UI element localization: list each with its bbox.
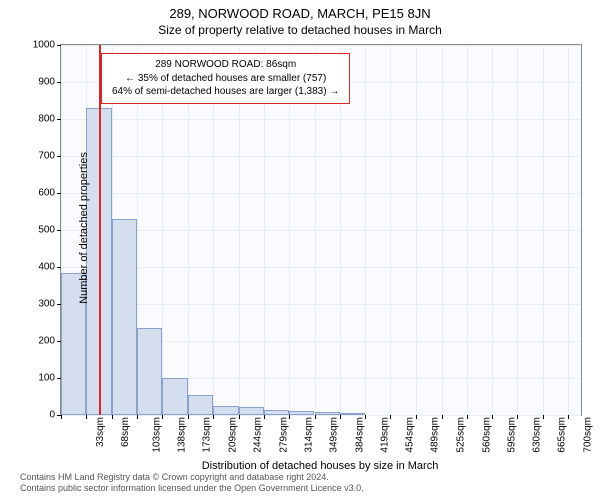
info-box-line: 289 NORWOOD ROAD: 86sqm: [112, 58, 339, 72]
gridline-v: [416, 45, 417, 415]
x-tick-label: 279sqm: [278, 417, 289, 453]
x-tick-label: 138sqm: [176, 417, 187, 453]
histogram-bar: [289, 411, 314, 415]
x-tick-mark: [543, 415, 544, 419]
x-tick-mark: [188, 415, 189, 419]
histogram-bar: [188, 395, 213, 415]
x-tick-mark: [492, 415, 493, 419]
histogram-bar: [340, 413, 365, 415]
x-tick-label: 630sqm: [532, 417, 543, 453]
x-tick-mark: [239, 415, 240, 419]
x-tick-mark: [61, 415, 62, 419]
x-axis-label: Distribution of detached houses by size …: [60, 460, 580, 472]
x-tick-label: 384sqm: [354, 417, 365, 453]
y-tick-label: 800: [38, 114, 55, 125]
info-box-line: 64% of semi-detached houses are larger (…: [112, 85, 339, 99]
x-tick-mark: [315, 415, 316, 419]
gridline-v: [467, 45, 468, 415]
y-tick-label: 300: [38, 299, 55, 310]
gridline-h: [61, 193, 581, 194]
x-tick-mark: [442, 415, 443, 419]
x-tick-label: 103sqm: [151, 417, 162, 453]
x-tick-label: 173sqm: [202, 417, 213, 453]
x-tick-label: 525sqm: [456, 417, 467, 453]
x-tick-label: 349sqm: [329, 417, 340, 453]
gridline-h: [61, 230, 581, 231]
y-tick-label: 600: [38, 188, 55, 199]
y-axis-label: Number of detached properties: [78, 152, 90, 304]
x-tick-label: 244sqm: [253, 417, 264, 453]
gridline-h: [61, 304, 581, 305]
histogram-bar: [137, 328, 162, 415]
x-tick-mark: [365, 415, 366, 419]
x-tick-mark: [568, 415, 569, 419]
x-tick-label: 700sqm: [582, 417, 593, 453]
gridline-h: [61, 156, 581, 157]
chart: 0100200300400500600700800900100033sqm68s…: [60, 44, 580, 414]
x-tick-mark: [416, 415, 417, 419]
plot-area: 0100200300400500600700800900100033sqm68s…: [60, 44, 582, 416]
x-tick-label: 560sqm: [481, 417, 492, 453]
footer-line-1: Contains HM Land Registry data © Crown c…: [20, 472, 580, 484]
y-tick-label: 500: [38, 225, 55, 236]
y-tick-label: 0: [49, 410, 55, 421]
x-tick-mark: [390, 415, 391, 419]
info-box: 289 NORWOOD ROAD: 86sqm← 35% of detached…: [101, 53, 350, 104]
x-tick-mark: [137, 415, 138, 419]
x-tick-label: 595sqm: [506, 417, 517, 453]
gridline-h: [61, 267, 581, 268]
gridline-v: [365, 45, 366, 415]
y-tick-label: 700: [38, 151, 55, 162]
histogram-bar: [112, 219, 137, 415]
x-tick-mark: [264, 415, 265, 419]
x-tick-mark: [162, 415, 163, 419]
x-tick-label: 314sqm: [304, 417, 315, 453]
histogram-bar: [213, 406, 238, 415]
x-tick-label: 489sqm: [430, 417, 441, 453]
gridline-v: [543, 45, 544, 415]
histogram-bar: [162, 378, 188, 415]
x-tick-mark: [289, 415, 290, 419]
histogram-bar: [264, 410, 289, 415]
y-tick-label: 1000: [33, 40, 55, 51]
histogram-bar: [315, 412, 340, 415]
gridline-h: [61, 415, 581, 416]
gridline-v: [517, 45, 518, 415]
page-title: 289, NORWOOD ROAD, MARCH, PE15 8JN: [0, 0, 600, 21]
page-subtitle: Size of property relative to detached ho…: [0, 21, 600, 37]
x-tick-label: 454sqm: [405, 417, 416, 453]
gridline-v: [390, 45, 391, 415]
gridline-v: [442, 45, 443, 415]
x-tick-mark: [213, 415, 214, 419]
x-tick-label: 33sqm: [95, 417, 106, 447]
x-tick-mark: [86, 415, 87, 419]
x-tick-label: 419sqm: [379, 417, 390, 453]
gridline-v: [568, 45, 569, 415]
x-tick-mark: [112, 415, 113, 419]
y-tick-label: 100: [38, 373, 55, 384]
x-tick-mark: [517, 415, 518, 419]
gridline-v: [492, 45, 493, 415]
footer-attribution: Contains HM Land Registry data © Crown c…: [20, 472, 580, 495]
y-tick-label: 200: [38, 336, 55, 347]
info-box-line: ← 35% of detached houses are smaller (75…: [112, 72, 339, 86]
histogram-bar: [239, 407, 264, 415]
x-tick-label: 209sqm: [228, 417, 239, 453]
y-tick-label: 900: [38, 77, 55, 88]
gridline-h: [61, 119, 581, 120]
footer-line-2: Contains public sector information licen…: [20, 483, 580, 495]
x-tick-mark: [340, 415, 341, 419]
x-tick-label: 665sqm: [557, 417, 568, 453]
x-tick-label: 68sqm: [120, 417, 131, 447]
gridline-h: [61, 45, 581, 46]
y-tick-label: 400: [38, 262, 55, 273]
x-tick-mark: [467, 415, 468, 419]
